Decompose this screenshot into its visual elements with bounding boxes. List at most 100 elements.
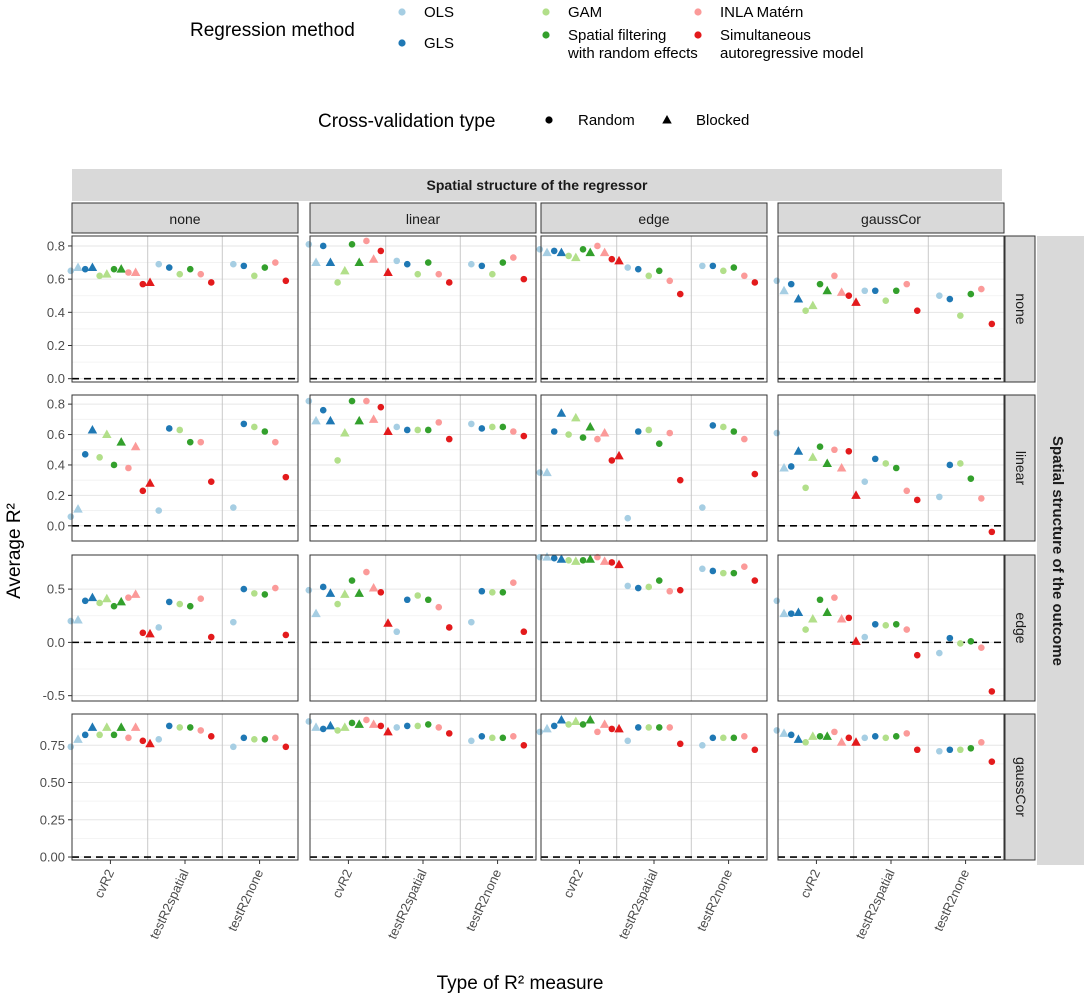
point-sar-cvr2-blocked [851, 490, 861, 499]
panel-none-none [67, 235, 299, 383]
point-sar-testr2none [520, 628, 528, 636]
point-inla-testr2spatial [903, 280, 911, 288]
point-gls-cvr2-blocked [556, 247, 567, 257]
point-gls-cvr2-random [81, 731, 89, 739]
y-tick-label: 0.4 [47, 457, 65, 472]
point-gam-cvr2-blocked [571, 556, 581, 565]
point-sar-testr2spatial [676, 290, 684, 298]
point-inla-cvr2-blocked [130, 589, 141, 598]
column-strip-gaussCor: gaussCor [777, 202, 1005, 234]
point-gls-cvr2-random [550, 247, 558, 255]
point-sar-cvr2-blocked [851, 297, 861, 306]
point-sf-testr2none [967, 290, 975, 298]
panel-linear-gaussCor [773, 394, 1005, 542]
point-sf-cvr2-random [579, 434, 587, 441]
point-gam-testr2none [489, 734, 496, 742]
point-sf-cvr2-blocked [354, 257, 364, 267]
point-gam-testr2none [251, 590, 258, 597]
point-sar-cvr2-blocked [383, 618, 393, 627]
point-sf-testr2none [967, 638, 975, 645]
point-ols-cvr2-random [773, 597, 781, 605]
point-inla-testr2spatial [197, 595, 205, 602]
x-tick-label: testR2none [694, 867, 736, 934]
point-gls-cvr2-blocked [87, 722, 98, 731]
point-sf-cvr2-blocked [822, 731, 832, 740]
legend-label: with random effects [567, 45, 698, 62]
x-tick-label: cvR2 [329, 867, 355, 900]
point-sf-testr2spatial [424, 426, 432, 434]
point-gam-testr2none [957, 460, 964, 467]
column-strip-edge: edge [540, 202, 768, 234]
point-ols-cvr2-blocked [73, 734, 83, 743]
y-axis-title: Average R² [4, 503, 25, 599]
point-sf-testr2spatial [655, 724, 663, 731]
point-gam-cvr2-blocked [102, 269, 112, 278]
point-sar-cvr2-blocked [614, 255, 624, 265]
point-inla-cvr2-random [363, 568, 370, 576]
point-sar-cvr2-blocked [145, 628, 155, 638]
point-gam-testr2spatial [882, 734, 890, 742]
point-gam-cvr2-random [565, 431, 572, 438]
panels: none cvR2 testR2spatial testR2none linear cvR… [40, 202, 1036, 941]
point-gam-testr2spatial [414, 592, 422, 599]
point-sf-cvr2-random [348, 719, 356, 727]
point-sar-testr2none [988, 320, 996, 328]
point-sf-cvr2-blocked [116, 437, 126, 446]
point-ols-testr2spatial [624, 514, 632, 522]
legend-label: Blocked [696, 112, 749, 129]
x-tick-label: testR2none [463, 867, 505, 934]
point-inla-cvr2-random [363, 237, 370, 245]
regressor-strip: Spatial structure of the regressor [72, 169, 1002, 201]
point-ols-cvr2-random [536, 469, 544, 476]
point-sf-cvr2-blocked [822, 285, 832, 295]
point-gls-cvr2-blocked [325, 415, 336, 425]
point-gls-cvr2-random [550, 554, 558, 562]
legend-label: Spatial filtering [568, 27, 666, 44]
point-gam-testr2spatial [176, 270, 184, 278]
point-sf-testr2spatial [892, 287, 900, 295]
row-strip-label: linear [1013, 451, 1029, 486]
panel-linear-none [67, 394, 299, 542]
point-sar-testr2none [520, 275, 528, 283]
point-inla-testr2none [741, 563, 748, 571]
point-gam-cvr2-blocked [808, 452, 818, 461]
point-sar-cvr2-blocked [145, 478, 155, 487]
point-sar-cvr2-random [139, 487, 147, 495]
point-gls-cvr2-random [550, 428, 558, 435]
panel-edge-edge [536, 552, 768, 702]
point-sf-testr2spatial [655, 577, 663, 584]
x-tick-label: cvR2 [797, 867, 823, 900]
point-sf-cvr2-blocked [585, 421, 595, 431]
point-sar-testr2none [751, 279, 759, 286]
y-tick-label: 0.2 [47, 338, 65, 353]
point-sf-cvr2-random [348, 577, 356, 584]
point-ols-testr2none [699, 262, 706, 270]
point-sar-cvr2-random [139, 737, 147, 745]
point-inla-testr2none [741, 435, 748, 443]
point-ols-cvr2-random [305, 718, 313, 725]
point-gam-testr2spatial [645, 426, 653, 434]
point-gam-cvr2-random [565, 252, 572, 260]
legend-swatch [694, 8, 702, 16]
point-gls-testr2none [240, 262, 248, 270]
point-ols-testr2spatial [393, 257, 401, 265]
x-tick-label: testR2none [225, 867, 267, 934]
point-sf-cvr2-random [816, 733, 824, 740]
point-ols-testr2none [699, 565, 706, 573]
point-sf-testr2spatial [424, 259, 432, 266]
point-sar-cvr2-blocked [145, 738, 155, 748]
point-gls-testr2spatial [634, 724, 642, 731]
point-gls-cvr2-blocked [87, 262, 98, 272]
point-ols-cvr2-blocked [779, 608, 789, 618]
legend-shape [545, 116, 553, 124]
point-gam-testr2spatial [645, 272, 653, 280]
point-ols-cvr2-blocked [779, 728, 789, 737]
point-sar-cvr2-random [377, 722, 385, 730]
x-tick-label: cvR2 [91, 867, 117, 900]
point-ols-testr2none [936, 292, 943, 300]
point-gls-cvr2-random [81, 265, 89, 273]
point-inla-cvr2-blocked [599, 719, 610, 728]
point-sar-cvr2-blocked [614, 450, 624, 460]
point-inla-testr2none [978, 644, 985, 652]
point-sar-testr2none [282, 473, 290, 481]
